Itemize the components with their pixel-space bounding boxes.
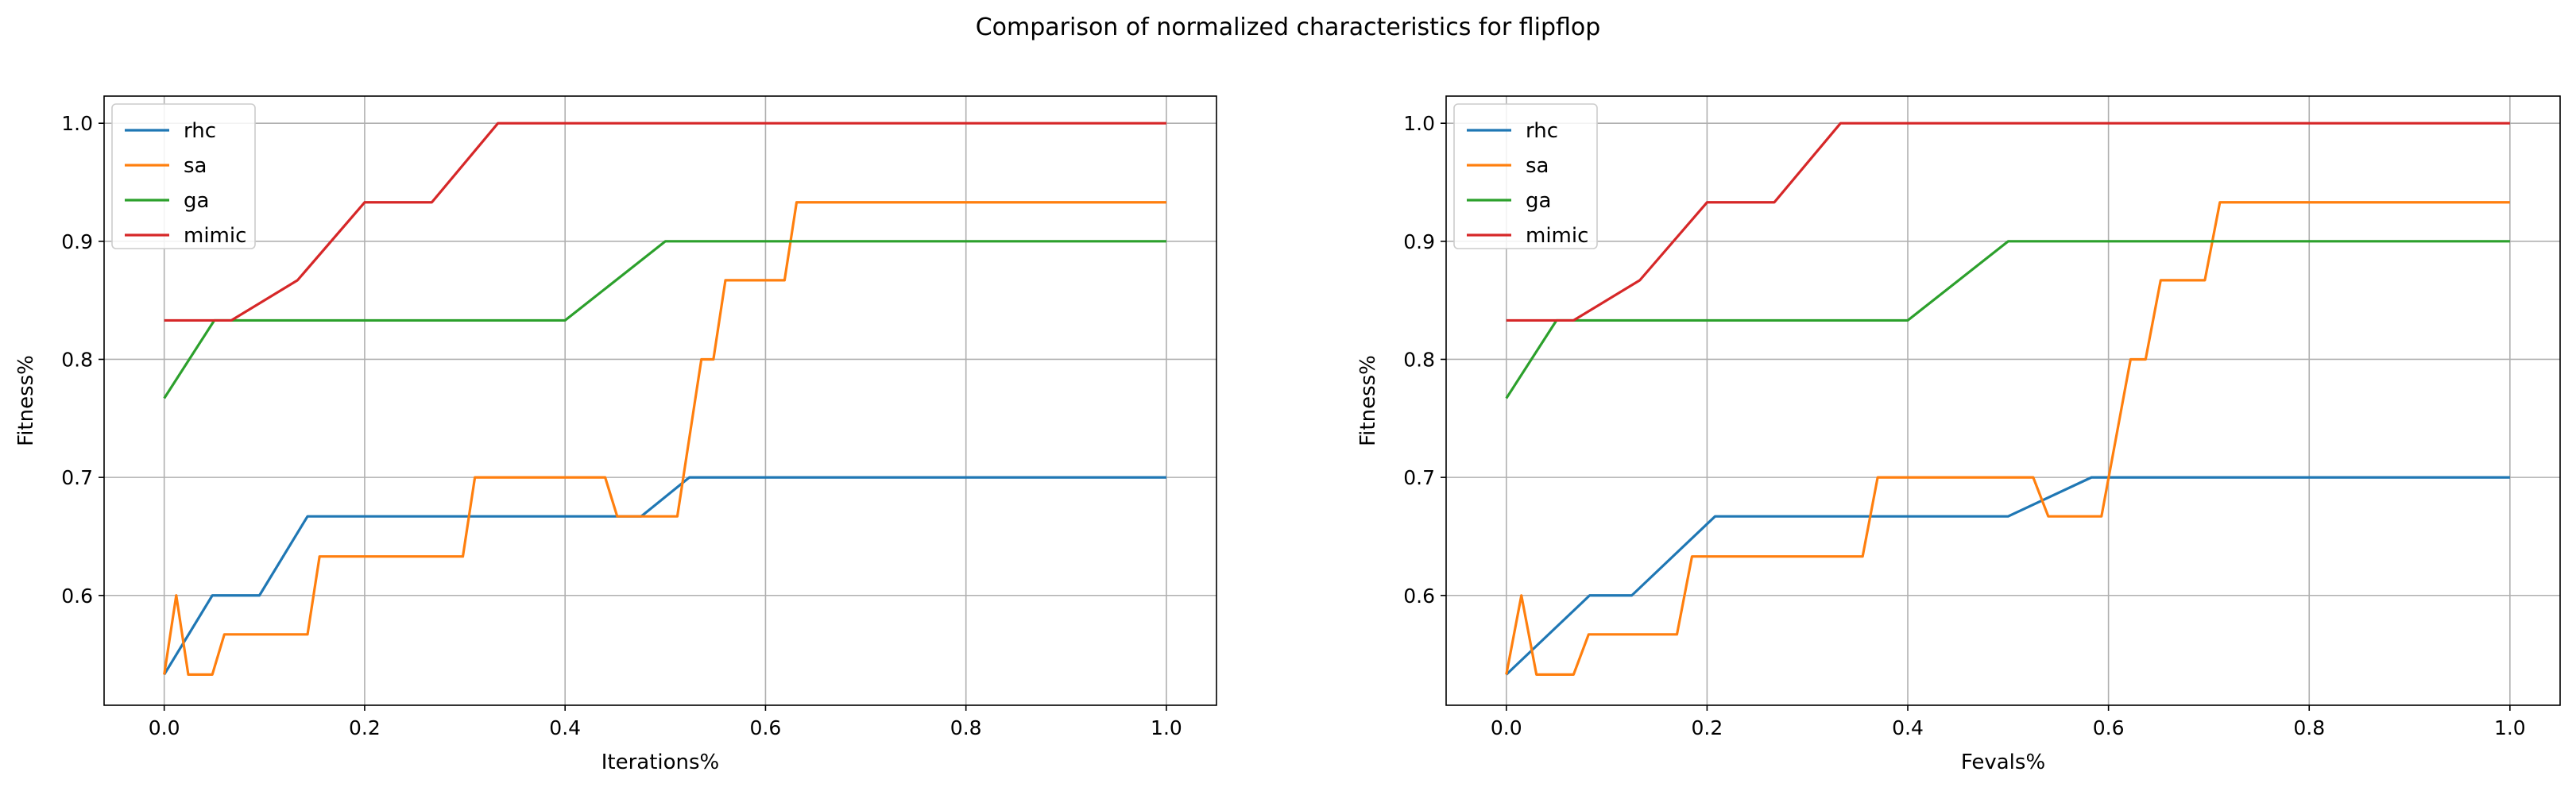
y-tick-label: 0.9 bbox=[1403, 230, 1435, 253]
series-line-sa bbox=[1505, 201, 2510, 676]
legend-label-sa: sa bbox=[184, 154, 207, 178]
x-tick-label: 0.6 bbox=[750, 716, 782, 739]
x-tick-label: 0.8 bbox=[2293, 716, 2325, 739]
x-tick-label: 0.0 bbox=[149, 716, 180, 739]
axes-frame bbox=[1445, 95, 2561, 706]
x-axis-label: Iterations% bbox=[601, 750, 720, 774]
y-axis-label: Fitness% bbox=[14, 355, 38, 446]
y-tick-label: 0.7 bbox=[61, 466, 93, 489]
x-tick-label: 1.0 bbox=[2494, 716, 2526, 739]
legend-label-mimic: mimic bbox=[1526, 224, 1588, 248]
series-line-rhc bbox=[1505, 476, 2510, 676]
x-tick-label: 0.2 bbox=[349, 716, 381, 739]
x-tick-label: 0.4 bbox=[1892, 716, 1924, 739]
y-tick-label: 0.8 bbox=[61, 348, 93, 371]
chart-panel-iterations: 0.0 0.2 0.4 0.6 0.8 1.0 0.6 0.7 0.8 0.9 1.0 Iterati… bbox=[14, 95, 1217, 774]
series-line-ga bbox=[1505, 240, 2510, 399]
x-tick-label: 1.0 bbox=[1151, 716, 1182, 739]
legend-box bbox=[1453, 103, 1598, 249]
legend-label-sa: sa bbox=[1526, 154, 1549, 178]
series-line-sa bbox=[163, 201, 1166, 676]
series-line-rhc bbox=[163, 476, 1166, 676]
figure-title: Comparison of normalized characteristics… bbox=[976, 14, 1601, 41]
chart-panel-fevals: 0.0 0.2 0.4 0.6 0.8 1.0 0.6 0.7 0.8 0.9 1.0 Fevals%… bbox=[1356, 95, 2561, 774]
legend: rhc sa ga mimic bbox=[1453, 103, 1598, 249]
y-tick-label: 0.6 bbox=[1403, 585, 1435, 608]
series-line-ga bbox=[163, 240, 1166, 399]
legend-label-mimic: mimic bbox=[184, 224, 246, 248]
y-tick-label: 0.7 bbox=[1403, 466, 1435, 489]
y-tick-label: 0.6 bbox=[61, 585, 93, 608]
x-tick-label: 0.8 bbox=[950, 716, 982, 739]
y-tick-label: 0.9 bbox=[61, 230, 93, 253]
y-tick-label: 1.0 bbox=[61, 112, 93, 135]
legend-label-ga: ga bbox=[184, 189, 209, 213]
legend-box bbox=[111, 103, 256, 249]
y-tick-label: 1.0 bbox=[1403, 112, 1435, 135]
series-line-mimic bbox=[164, 122, 1166, 322]
y-axis-label: Fitness% bbox=[1356, 355, 1380, 446]
axes-frame bbox=[103, 95, 1217, 706]
legend-label-rhc: rhc bbox=[184, 119, 216, 143]
series-line-mimic bbox=[1506, 122, 2510, 322]
legend: rhc sa ga mimic bbox=[111, 103, 256, 249]
x-axis-label: Fevals% bbox=[1961, 750, 2045, 774]
legend-label-rhc: rhc bbox=[1526, 119, 1558, 143]
y-tick-label: 0.8 bbox=[1403, 348, 1435, 371]
x-tick-label: 0.2 bbox=[1692, 716, 1723, 739]
x-tick-label: 0.4 bbox=[549, 716, 581, 739]
x-tick-label: 0.6 bbox=[2093, 716, 2125, 739]
x-tick-label: 0.0 bbox=[1491, 716, 1522, 739]
legend-label-ga: ga bbox=[1526, 189, 1551, 213]
